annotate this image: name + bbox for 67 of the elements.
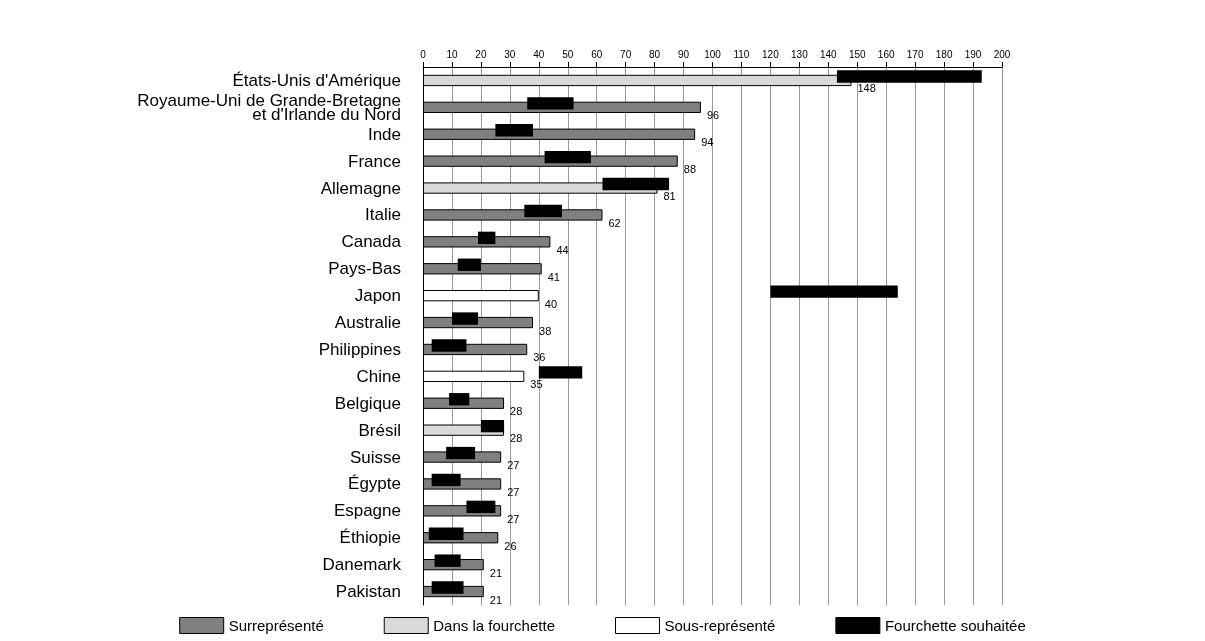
y-tick-label: Suisse <box>349 447 401 467</box>
data-label: 38 <box>539 324 552 337</box>
x-tick-label: 30 <box>504 48 516 60</box>
data-label: 148 <box>857 82 876 95</box>
y-tick-label: Brésil <box>358 420 401 440</box>
bar <box>770 285 898 298</box>
legend-label: Surreprésenté <box>228 617 324 634</box>
x-tick-label: 70 <box>620 48 632 60</box>
y-tick-label: Danemark <box>322 555 402 575</box>
x-tick-label: 170 <box>906 48 924 60</box>
x-tick-label: 100 <box>704 48 722 60</box>
x-tick-label: 50 <box>562 48 574 60</box>
x-tick-label: 90 <box>677 48 690 60</box>
bar <box>538 366 583 379</box>
x-tick-label: 190 <box>964 48 982 60</box>
x-tick-label: 120 <box>762 48 780 60</box>
y-tick-label: Chine <box>356 366 401 386</box>
y-tick-label: Japon <box>354 286 401 306</box>
y-tick-label: Pays-Bas <box>328 259 401 279</box>
data-label: 41 <box>547 270 560 283</box>
x-tick-label: 160 <box>877 48 895 60</box>
y-tick-label: Belgique <box>334 393 401 413</box>
y-tick-label: France <box>348 151 401 171</box>
x-tick-label: 80 <box>649 48 661 60</box>
legend-label: Dans la fourchette <box>433 617 555 634</box>
data-label: 21 <box>489 566 503 579</box>
x-tick-label: 140 <box>819 48 838 60</box>
data-label: 40 <box>544 297 558 310</box>
y-tick-label: Australie <box>334 313 401 333</box>
x-tick-label: 130 <box>791 48 809 60</box>
data-label: 62 <box>608 216 621 229</box>
legend-label: Fourchette souhaitée <box>884 617 1026 634</box>
data-label: 96 <box>706 109 720 122</box>
x-tick-label: 180 <box>935 48 953 60</box>
x-tick-label: 150 <box>848 48 867 60</box>
y-tick-label: Italie <box>365 205 401 225</box>
y-tick-label: Éthiopie <box>339 528 401 548</box>
y-tick-label: Allemagne <box>320 178 401 198</box>
y-tick-label: Philippines <box>318 339 401 359</box>
data-label: 35 <box>530 378 543 391</box>
y-tick-label: Espagne <box>333 501 401 521</box>
data-label: 26 <box>504 539 517 552</box>
x-tick-label: 110 <box>733 48 750 60</box>
x-tick-label: 200 <box>993 48 1011 60</box>
y-tick-label: Canada <box>341 232 402 252</box>
data-label: 27 <box>507 459 520 472</box>
data-label: 44 <box>556 243 569 256</box>
data-label: 88 <box>683 163 697 176</box>
x-tick-label: 40 <box>533 48 545 60</box>
x-tick-label: 10 <box>446 48 458 60</box>
y-tick-label: Pakistan <box>335 582 401 602</box>
data-label: 27 <box>507 485 520 498</box>
x-tick-label: 20 <box>475 48 487 60</box>
y-tick-label: Inde <box>367 124 401 144</box>
y-tick-label: États-Unis d'Amérique <box>232 70 401 90</box>
data-label: 28 <box>510 432 523 445</box>
data-label: 28 <box>510 405 523 418</box>
data-label: 94 <box>701 136 714 149</box>
legend-label: Sous-représenté <box>664 617 776 634</box>
data-label: 21 <box>489 593 503 606</box>
data-label: 36 <box>533 351 546 364</box>
data-label: 81 <box>663 190 676 203</box>
y-tick-label: Royaume-Uni de Grande-Bretagne et d'Irlande du Nord <box>137 90 401 124</box>
x-tick-label: 0 <box>420 48 427 60</box>
x-tick-label: 60 <box>591 48 603 60</box>
data-label: 27 <box>507 512 520 525</box>
y-tick-label: Égypte <box>348 474 401 494</box>
